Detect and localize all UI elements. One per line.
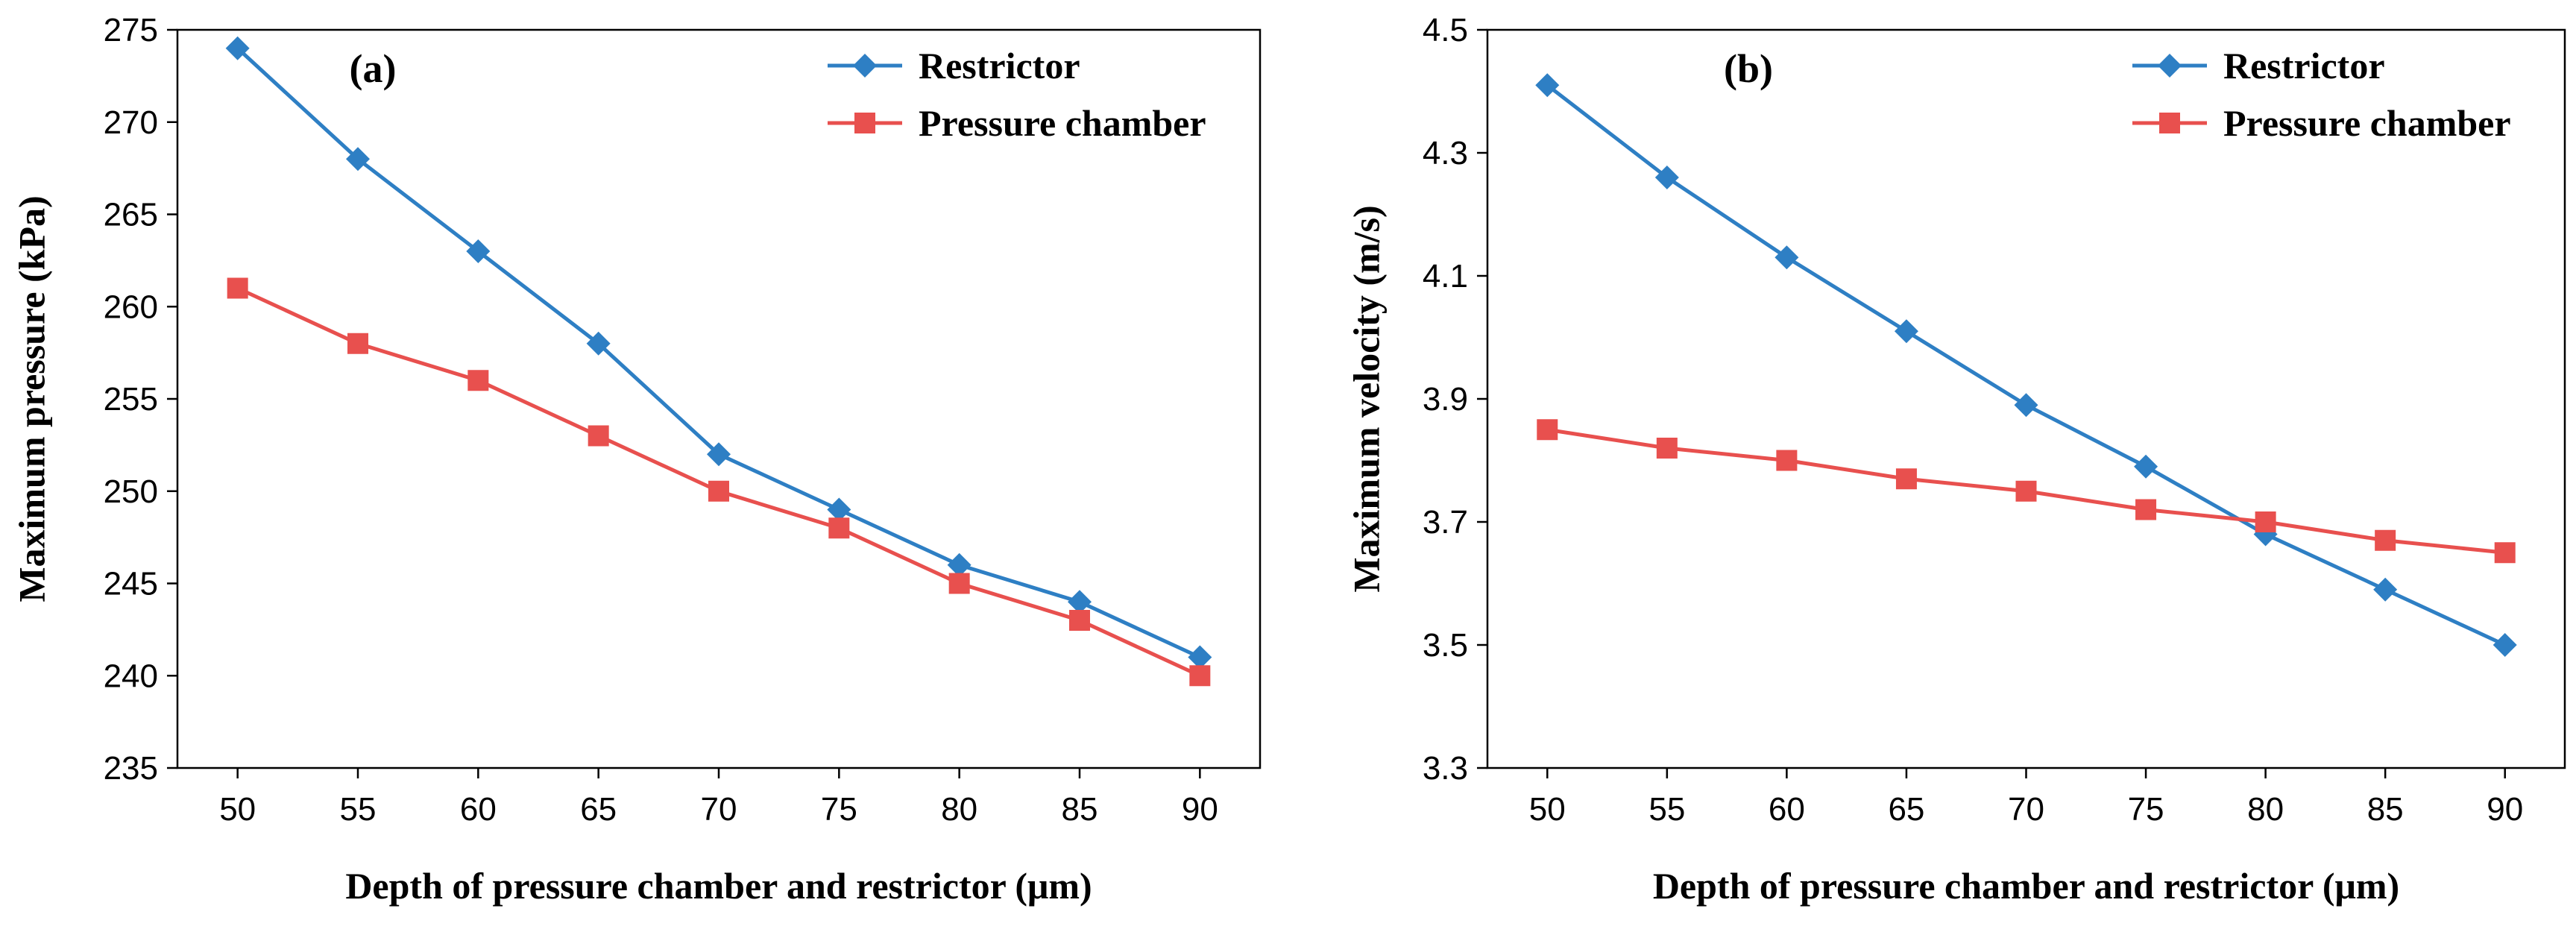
x-axis-title: Depth of pressure chamber and restrictor… [345, 865, 1092, 907]
data-point [2015, 480, 2037, 502]
y-tick-label: 275 [104, 12, 158, 48]
x-tick-label: 85 [2367, 791, 2404, 828]
legend-marker [853, 54, 877, 78]
x-tick-label: 80 [2247, 791, 2284, 828]
data-point [1776, 450, 1798, 471]
legend-label: Restrictor [2223, 45, 2385, 86]
x-tick-label: 90 [2487, 791, 2523, 828]
legend-marker [2158, 54, 2182, 78]
data-point [225, 36, 250, 60]
y-axis-title: Maximum pressure (kPa) [10, 195, 52, 602]
series-restrictor [1535, 73, 2517, 657]
panel-label: (b) [1724, 46, 1773, 91]
data-point [588, 425, 609, 447]
x-tick-label: 90 [1182, 791, 1218, 828]
series-line [1546, 84, 2506, 647]
x-tick-label: 60 [1769, 791, 1805, 828]
data-point [1535, 73, 1560, 98]
data-point [2373, 577, 2398, 602]
data-point [2494, 542, 2516, 564]
x-tick-label: 60 [460, 791, 497, 828]
data-point [1189, 665, 1211, 687]
data-point [586, 331, 611, 356]
panel-label: (a) [350, 46, 397, 91]
y-tick-label: 4.5 [1423, 12, 1468, 48]
data-point [1537, 419, 1558, 441]
y-tick-label: 4.1 [1423, 258, 1468, 295]
data-point [1895, 468, 1917, 490]
x-tick-label: 50 [1529, 791, 1566, 828]
x-tick-label: 65 [580, 791, 617, 828]
series-pressure-chamber [227, 277, 1211, 687]
x-tick-label: 55 [340, 791, 377, 828]
y-tick-label: 3.9 [1423, 381, 1468, 418]
y-tick-label: 235 [104, 750, 158, 787]
y-tick-label: 265 [104, 197, 158, 233]
legend-label: Restrictor [919, 45, 1080, 86]
chart-panel-b: 3.3 3.5 3.7 3.9 4.1 4.3 4.5 50 55 60 65 70 75 80 85 90 D… [1345, 12, 2566, 907]
legend-label: Pressure chamber [2223, 102, 2511, 144]
x-tick-label: 85 [1062, 791, 1098, 828]
x-tick-label: 80 [941, 791, 977, 828]
data-point [707, 442, 731, 467]
chart-panel-a: 235 240 245 250 255 260 265 270 275 50 55 60 65 70 75 8… [10, 12, 1262, 907]
x-axis-title: Depth of pressure chamber and restrictor… [1653, 865, 2399, 907]
data-point [708, 480, 729, 502]
x-tick-label: 55 [1648, 791, 1685, 828]
data-point [827, 497, 851, 522]
data-point [828, 517, 850, 539]
data-point [2255, 511, 2276, 532]
y-tick-label: 3.3 [1423, 750, 1468, 787]
data-point [2135, 499, 2157, 520]
y-tick-label: 250 [104, 473, 158, 510]
y-tick-label: 245 [104, 566, 158, 602]
data-point [227, 277, 248, 299]
x-tick-label: 70 [2008, 791, 2044, 828]
data-point [2492, 633, 2517, 657]
data-point [2134, 454, 2158, 479]
y-tick-label: 3.5 [1423, 627, 1468, 664]
y-tick-label: 270 [104, 104, 158, 141]
legend-label: Pressure chamber [919, 102, 1206, 144]
data-point [1774, 245, 1799, 270]
data-point [1654, 166, 1679, 189]
x-tick-label: 50 [219, 791, 256, 828]
series-pressure-chamber [1537, 419, 2516, 564]
y-tick-label: 260 [104, 289, 158, 325]
data-point [1068, 590, 1092, 614]
x-tick-label: 65 [1888, 791, 1924, 828]
legend-marker [854, 113, 875, 133]
data-point [1894, 319, 1918, 344]
legend: Restrictor Pressure chamber [828, 45, 1206, 144]
data-point [347, 333, 368, 354]
legend: Restrictor Pressure chamber [2132, 45, 2511, 144]
data-point [947, 552, 971, 577]
y-tick-label: 240 [104, 658, 158, 694]
x-tick-label: 70 [701, 791, 737, 828]
data-point [1188, 645, 1212, 670]
data-point [346, 147, 370, 171]
x-tick-label: 75 [2128, 791, 2164, 828]
data-point [948, 573, 970, 594]
y-tick-label: 255 [104, 381, 158, 418]
x-tick-label: 75 [821, 791, 857, 828]
data-point [2375, 529, 2396, 551]
y-tick-label: 4.3 [1423, 135, 1468, 171]
data-point [2014, 393, 2038, 418]
data-point [1656, 438, 1678, 459]
series-restrictor [225, 36, 1212, 670]
y-tick-label: 3.7 [1423, 504, 1468, 541]
legend-marker [2159, 113, 2180, 133]
data-point [466, 239, 491, 263]
data-point [467, 370, 489, 391]
data-point [1069, 610, 1090, 631]
y-axis-title: Maximum velocity (m/s) [1345, 205, 1387, 592]
